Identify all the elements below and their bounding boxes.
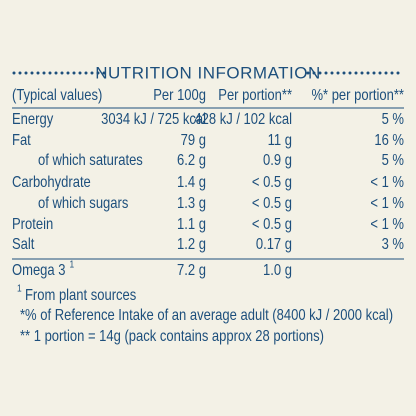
cell: 79 g — [181, 132, 206, 149]
header-cell: Per portion** — [218, 87, 292, 104]
row-label: Energy — [12, 111, 54, 128]
footnote: *% of Reference Intake of an average adu… — [20, 307, 393, 324]
row-label: Salt — [12, 236, 34, 253]
row-label: Carbohydrate — [12, 174, 91, 191]
superscript: 1 — [17, 283, 22, 294]
header-cell: %* per portion** — [311, 87, 404, 104]
cell: 3034 kJ / 725 kcal — [101, 111, 206, 128]
cell: 1.3 g — [177, 195, 206, 212]
footnote: From plant sources — [25, 287, 136, 304]
cell: < 0.5 g — [252, 216, 292, 233]
cell: 0.9 g — [263, 152, 292, 169]
row-label: Fat — [12, 132, 31, 149]
cell: 16 % — [374, 132, 404, 149]
cell: 1.1 g — [177, 216, 206, 233]
cell: < 1 % — [370, 174, 404, 191]
cell: 7.2 g — [177, 262, 206, 279]
footnote: ** 1 portion = 14g (pack contains approx… — [20, 328, 324, 345]
header-cell: (Typical values) — [12, 87, 102, 104]
cell: 1.2 g — [177, 236, 206, 253]
cell: < 0.5 g — [252, 195, 292, 212]
title: NUTRITION INFORMATION — [95, 63, 321, 82]
row-label: Omega 3 — [12, 262, 66, 279]
row-label: of which sugars — [38, 195, 128, 212]
cell: < 1 % — [370, 216, 404, 233]
cell: 11 g — [268, 132, 292, 149]
cell: 0.17 g — [256, 236, 292, 253]
cell: < 0.5 g — [252, 174, 292, 191]
cell: 5 % — [382, 152, 405, 169]
row-label: Protein — [12, 216, 53, 233]
superscript: 1 — [69, 259, 74, 270]
header-cell: Per 100g — [153, 87, 206, 104]
cell: 1.0 g — [263, 262, 292, 279]
content: (Typical values) Per 100g Per portion** %* … — [12, 87, 404, 345]
cell: 5 % — [382, 111, 405, 128]
cell: 428 kJ / 102 kcal — [194, 111, 292, 128]
cell: 1.4 g — [177, 174, 206, 191]
cell: < 1 % — [370, 195, 404, 212]
cell: 6.2 g — [177, 152, 206, 169]
row-label: of which saturates — [38, 152, 143, 169]
cell: 3 % — [382, 236, 405, 253]
